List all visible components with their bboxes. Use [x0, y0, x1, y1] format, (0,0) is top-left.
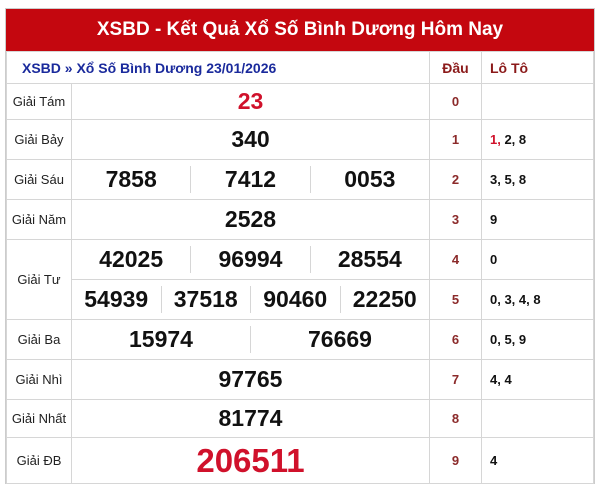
- prize-number: 2528: [71, 199, 430, 240]
- loto-values: 3, 5, 8: [490, 172, 527, 187]
- loto-header: Lô Tô: [481, 51, 594, 84]
- prize-label: Giải Ba: [6, 319, 72, 360]
- dau-cell: 7: [429, 359, 482, 400]
- prize-number: 37518: [160, 286, 251, 313]
- loto-cell: 3, 5, 8: [481, 159, 594, 200]
- prize-number: 22250: [339, 286, 430, 313]
- prize-numbers: 54939 37518 90460 22250: [71, 279, 430, 320]
- breadcrumb[interactable]: XSBD » Xổ Số Bình Dương 23/01/2026: [6, 51, 430, 84]
- prize-numbers: 42025 96994 28554: [71, 239, 430, 280]
- prize-label: Giải Tám: [6, 83, 72, 120]
- loto-cell: 9: [481, 199, 594, 240]
- prize-label: Giải Bảy: [6, 119, 72, 160]
- dau-cell: 3: [429, 199, 482, 240]
- prize-number: 0053: [309, 166, 429, 193]
- prize-label: Giải Nhất: [6, 399, 72, 438]
- dau-cell: 6: [429, 319, 482, 360]
- prize-number: 42025: [99, 246, 164, 272]
- loto-values: 0, 5, 9: [490, 332, 527, 347]
- loto-highlight: 1,: [490, 132, 501, 147]
- prize-numbers: 15974 76669: [71, 319, 430, 360]
- page-title: XSBD - Kết Quả Xổ Số Bình Dương Hôm Nay: [6, 9, 594, 51]
- prize-label: Giải Năm: [6, 199, 72, 240]
- dau-cell: 5: [429, 279, 482, 320]
- loto-cell: [481, 399, 594, 438]
- loto-cell: 4: [481, 437, 594, 484]
- results-table: XSBD - Kết Quả Xổ Số Bình Dương Hôm Nay …: [5, 8, 595, 484]
- prize-number: 340: [71, 119, 430, 160]
- dau-cell: 9: [429, 437, 482, 484]
- loto-cell: 1, 2, 8: [481, 119, 594, 160]
- prize-number: 96994: [190, 246, 309, 273]
- loto-values: 0, 3, 4, 8: [490, 292, 541, 307]
- loto-values: 2, 8: [500, 132, 527, 147]
- prize-number: 76669: [250, 326, 429, 353]
- dau-cell: 2: [429, 159, 482, 200]
- prize-number: 28554: [309, 246, 429, 273]
- prize-number: 81774: [71, 399, 430, 438]
- prize-number: 15974: [129, 326, 193, 352]
- loto-cell: 4, 4: [481, 359, 594, 400]
- dau-cell: 4: [429, 239, 482, 280]
- loto-values: 0: [490, 252, 498, 267]
- loto-values: 4: [490, 453, 498, 468]
- dau-header: Đầu: [429, 51, 482, 84]
- prize-number: 90460: [250, 286, 340, 313]
- loto-cell: 0, 3, 4, 8: [481, 279, 594, 320]
- loto-cell: 0, 5, 9: [481, 319, 594, 360]
- prize-number: 54939: [84, 286, 149, 312]
- loto-values: 4, 4: [490, 372, 512, 387]
- prize-label: Giải Tư: [6, 239, 72, 320]
- prize-number: 23: [71, 83, 430, 120]
- prize-label: Giải ĐB: [6, 437, 72, 484]
- prize-label: Giải Nhì: [6, 359, 72, 400]
- dau-cell: 8: [429, 399, 482, 438]
- loto-cell: [481, 83, 594, 120]
- loto-values: 9: [490, 212, 498, 227]
- prize-numbers: 7858 7412 0053: [71, 159, 430, 200]
- dau-cell: 0: [429, 83, 482, 120]
- prize-label: Giải Sáu: [6, 159, 72, 200]
- special-prize-number: 206511: [71, 437, 430, 484]
- prize-number: 7858: [105, 166, 157, 192]
- prize-number: 97765: [71, 359, 430, 400]
- prize-number: 7412: [190, 166, 309, 193]
- loto-cell: 0: [481, 239, 594, 280]
- dau-cell: 1: [429, 119, 482, 160]
